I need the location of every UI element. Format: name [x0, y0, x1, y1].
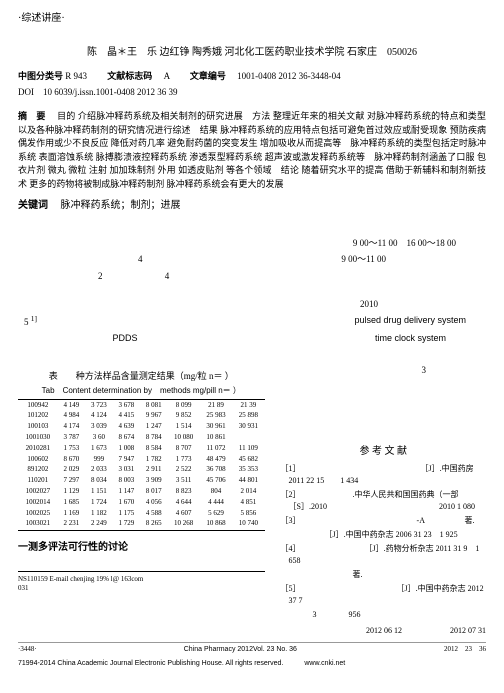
table-row: 10010303 7873 608 6748 78410 08010 861 — [18, 432, 265, 443]
distribution-line: 71994-2014 China Academic Journal Electr… — [18, 659, 486, 669]
table-row: 1001034 1743 0394 6391 2471 51430 96130 … — [18, 422, 265, 433]
num-d: 5 1] — [18, 312, 37, 330]
reference-item: ［J］.中国中药杂志 2006 31 23 1 925 — [281, 529, 486, 541]
reference-item: ［2］ .中华人民共和国国药典（一部 ［S］.2010 2010 1 080 — [281, 489, 486, 513]
reference-item: 3 956 — [281, 609, 486, 621]
table-row: 10020251 1691 1821 1754 5884 6075 6295 8… — [18, 508, 265, 519]
table-caption-cn: 表 种方法样品含量测定结果（mg/粒 n＝ ） — [18, 370, 265, 383]
num-c: 4 — [105, 271, 170, 281]
time-range-2: 9 00～11 00 — [262, 251, 486, 267]
footer-center: China Pharmacy 2012Vol. 23 No. 36 — [184, 645, 297, 655]
doi: DOI 10 6039/j.issn.1001-0408 2012 36 39 — [18, 86, 486, 99]
classification-row: 中图分类号 R 943 文献标志码 A 文章编号 1001-0408 2012 … — [18, 70, 486, 83]
ref-dates: 2012 06 12 2012 07 31 — [281, 625, 486, 636]
abstract-content: 目的 介绍脉冲释药系统及相关制剂的研究进展 方法 整理近年来的相关文献 对脉冲释… — [18, 111, 486, 189]
footer-left: ·3448· — [18, 645, 37, 655]
title-authors: 陈 晶＊王 乐 边红铮 陶秀娥 河北化工医药职业技术学院 石家庄 050026 — [18, 46, 486, 60]
keywords: 关键词 脉冲释药系统；制剂；进展 — [18, 199, 486, 213]
table-caption-en: Tab Content determination by methods mg/… — [18, 385, 265, 396]
doc-code-val: A — [164, 71, 170, 81]
data-table: 1009424 1493 7233 6788 0818 09921 8921 3… — [18, 399, 265, 531]
pdds-abbr: PDDS — [18, 330, 232, 346]
art-no-val: 1001-0408 2012 36-3448-04 — [237, 71, 341, 81]
right-column: 3 参 考 文 献 ［1］ ［J］.中国药房 2011 22 15 1 434［… — [281, 364, 486, 636]
num-b: 2 — [98, 271, 103, 281]
table-row: 1102017 2978 0348 0033 9093 51145 70644 … — [18, 476, 265, 487]
num-a: 4 — [18, 251, 262, 267]
en-term-1: pulsed drug delivery system — [252, 312, 487, 330]
references-heading: 参 考 文 献 — [281, 445, 486, 459]
keywords-content: 脉冲释药系统；制剂；进展 — [61, 200, 181, 211]
class-cn-val: R 943 — [65, 71, 87, 81]
table-row: 20102811 7531 6731 0088 5848 70711 07211… — [18, 443, 265, 454]
left-column: 表 种方法样品含量测定结果（mg/粒 n＝ ） Tab Content dete… — [18, 364, 265, 636]
section-tag: ·综述讲座· — [18, 12, 486, 26]
table-row: 1012024 9844 1244 4159 9679 85225 98325 … — [18, 411, 265, 422]
reference-item: ［4］ ［J］.药物分析杂志 2011 31 9 1 658 — [281, 543, 486, 567]
abstract-label: 摘 要 — [18, 111, 46, 121]
footer-right: 2012 23 36 — [444, 645, 486, 655]
reference-item: ［3］ -A 著. — [281, 515, 486, 527]
table-row: 1009424 1493 7233 6788 0818 09921 8921 3… — [18, 400, 265, 411]
en-term-2: time clock system — [232, 330, 486, 346]
art-no-label: 文章编号 — [190, 71, 226, 81]
table-row: 8912022 0292 0333 0312 9112 52236 70835 … — [18, 465, 265, 476]
table-row: 10020271 1291 1511 1478 0178 8238042 014 — [18, 486, 265, 497]
abstract: 摘 要 目的 介绍脉冲释药系统及相关制剂的研究进展 方法 整理近年来的相关文献 … — [18, 110, 486, 191]
keywords-label: 关键词 — [18, 200, 48, 211]
footnote: NS110159 E-mail chenjing 19% l@ 163com 0… — [18, 571, 265, 595]
doc-code-label: 文献标志码 — [107, 71, 152, 81]
two-column-body: 表 种方法样品含量测定结果（mg/粒 n＝ ） Tab Content dete… — [18, 364, 486, 636]
section-title: 一测多评法可行性的讨论 — [18, 541, 265, 555]
table-row: 10020141 6851 7241 6704 0564 6444 4444 8… — [18, 497, 265, 508]
reference-item: ［1］ ［J］.中国药房 2011 22 15 1 434 — [281, 463, 486, 487]
year: 2010 — [252, 296, 486, 312]
page-footer: ·3448· China Pharmacy 2012Vol. 23 No. 36… — [18, 642, 486, 655]
references-list: ［1］ ［J］.中国药房 2011 22 15 1 434［2］ .中华人民共和… — [281, 463, 486, 621]
class-cn-label: 中图分类号 — [18, 71, 63, 81]
reference-item: ［5］ ［J］.中国中药杂志 2012 37 7 — [281, 583, 486, 607]
scattered-text: 9 00～11 00 16 00～18 00 4 9 00～11 00 2 4 … — [18, 235, 486, 346]
table-row: 10030212 2312 2491 7298 26510 26810 8681… — [18, 519, 265, 530]
time-range-1: 9 00～11 00 16 00～18 00 — [18, 235, 486, 251]
reference-item: 著. — [281, 569, 486, 581]
table-row: 1006028 6709997 9471 7821 77348 47945 68… — [18, 454, 265, 465]
col-r-num: 3 — [281, 364, 486, 377]
